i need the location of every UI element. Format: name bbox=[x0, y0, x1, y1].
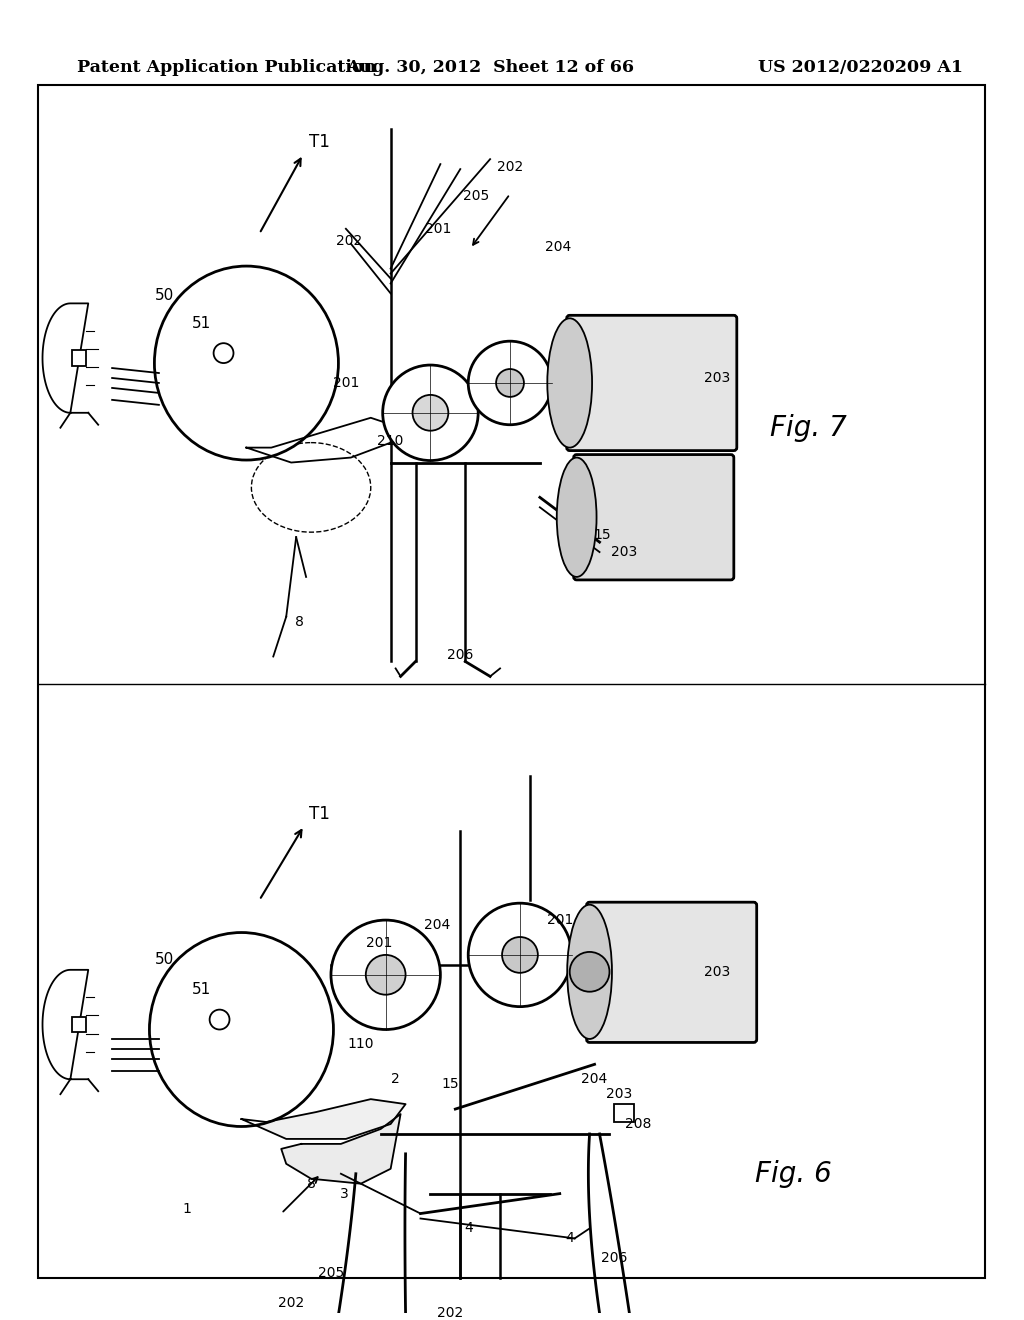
Text: 15: 15 bbox=[594, 528, 611, 543]
Text: 204: 204 bbox=[545, 240, 571, 253]
Text: 203: 203 bbox=[606, 1088, 633, 1101]
Text: 1: 1 bbox=[182, 1201, 191, 1216]
Text: Fig. 6: Fig. 6 bbox=[755, 1160, 831, 1188]
Text: 210: 210 bbox=[378, 434, 403, 447]
Text: 205: 205 bbox=[463, 189, 489, 203]
Text: 15: 15 bbox=[441, 1077, 459, 1092]
Text: 201: 201 bbox=[366, 936, 392, 950]
Text: 51: 51 bbox=[193, 315, 211, 331]
Bar bbox=[614, 1104, 634, 1122]
Circle shape bbox=[413, 395, 449, 430]
Ellipse shape bbox=[557, 458, 597, 577]
Text: Aug. 30, 2012  Sheet 12 of 66: Aug. 30, 2012 Sheet 12 of 66 bbox=[346, 59, 634, 77]
Text: 204: 204 bbox=[424, 919, 451, 932]
Circle shape bbox=[210, 1010, 229, 1030]
Circle shape bbox=[366, 954, 406, 995]
Text: 202: 202 bbox=[336, 234, 362, 248]
Ellipse shape bbox=[567, 904, 612, 1039]
Text: 50: 50 bbox=[156, 288, 174, 302]
Ellipse shape bbox=[547, 318, 592, 447]
Text: T1: T1 bbox=[308, 805, 330, 822]
Ellipse shape bbox=[150, 932, 334, 1126]
Text: 203: 203 bbox=[611, 545, 638, 560]
Text: 203: 203 bbox=[703, 965, 730, 979]
Text: 4: 4 bbox=[565, 1232, 574, 1245]
Circle shape bbox=[468, 341, 552, 425]
Text: US 2012/0220209 A1: US 2012/0220209 A1 bbox=[758, 59, 963, 77]
Text: 3: 3 bbox=[340, 1187, 348, 1201]
Text: 4: 4 bbox=[464, 1221, 473, 1236]
FancyBboxPatch shape bbox=[587, 902, 757, 1043]
Text: Fig. 7: Fig. 7 bbox=[770, 413, 847, 442]
Circle shape bbox=[468, 903, 571, 1007]
Text: 110: 110 bbox=[347, 1038, 374, 1052]
FancyBboxPatch shape bbox=[566, 315, 737, 450]
Text: 2: 2 bbox=[391, 1072, 400, 1086]
Circle shape bbox=[331, 920, 440, 1030]
Text: 204: 204 bbox=[582, 1072, 607, 1086]
Polygon shape bbox=[242, 1100, 406, 1139]
Ellipse shape bbox=[155, 267, 338, 461]
Ellipse shape bbox=[251, 442, 371, 532]
Circle shape bbox=[383, 366, 478, 461]
Text: 208: 208 bbox=[625, 1117, 651, 1131]
Text: 201: 201 bbox=[547, 913, 573, 927]
Text: 206: 206 bbox=[601, 1251, 628, 1266]
FancyBboxPatch shape bbox=[573, 454, 734, 579]
Text: 8: 8 bbox=[306, 1176, 315, 1191]
Text: 201: 201 bbox=[333, 376, 359, 389]
Text: 202: 202 bbox=[279, 1296, 304, 1309]
Bar bbox=[73, 1016, 86, 1032]
Text: 205: 205 bbox=[317, 1266, 344, 1280]
Circle shape bbox=[569, 952, 609, 991]
Text: 202: 202 bbox=[497, 160, 523, 174]
Circle shape bbox=[496, 370, 524, 397]
Bar bbox=[73, 350, 86, 366]
Text: 203: 203 bbox=[703, 371, 730, 385]
Circle shape bbox=[214, 343, 233, 363]
Text: 50: 50 bbox=[156, 953, 174, 968]
Text: 202: 202 bbox=[437, 1305, 464, 1320]
Text: 201: 201 bbox=[425, 222, 452, 236]
Circle shape bbox=[502, 937, 538, 973]
Text: 206: 206 bbox=[447, 648, 473, 661]
Text: 8: 8 bbox=[295, 615, 303, 628]
Text: 51: 51 bbox=[193, 982, 211, 997]
Text: T1: T1 bbox=[308, 133, 330, 152]
Polygon shape bbox=[282, 1114, 400, 1184]
Text: Patent Application Publication: Patent Application Publication bbox=[78, 59, 377, 77]
